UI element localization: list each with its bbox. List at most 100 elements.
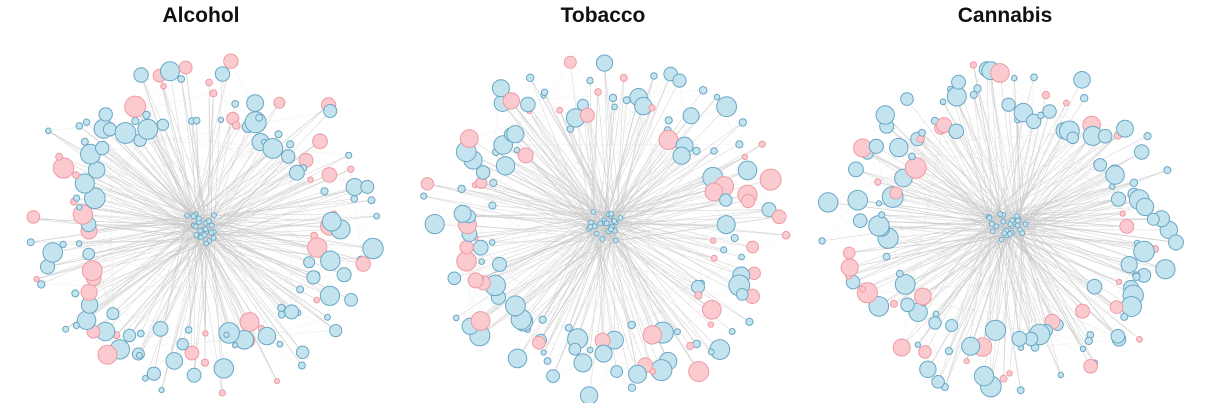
edge-line — [943, 124, 997, 227]
edge-line — [482, 172, 597, 234]
edge-line — [495, 106, 615, 286]
edge-line — [1017, 151, 1142, 226]
node-blue — [321, 211, 342, 232]
node-blue — [595, 54, 614, 72]
node-hub — [196, 215, 202, 222]
edge-line — [33, 216, 210, 242]
node-blue — [136, 329, 145, 338]
node-blue — [586, 346, 594, 354]
node-blue — [664, 116, 673, 125]
node-blue — [80, 137, 89, 146]
edge-line — [479, 222, 616, 336]
edge-line — [942, 101, 1018, 226]
node-pink — [1083, 359, 1098, 374]
edge-line — [191, 121, 196, 215]
edge-line — [502, 103, 615, 341]
edge-line — [193, 200, 372, 217]
node-pink — [502, 92, 521, 110]
edge-line — [604, 80, 680, 224]
node-pink — [963, 358, 970, 365]
edge-line — [906, 98, 1011, 235]
edge-line — [135, 106, 377, 217]
node-blue — [900, 297, 915, 313]
node-blue — [1110, 328, 1126, 344]
edge-line — [921, 132, 997, 227]
node-pink — [889, 299, 898, 308]
edge-line — [568, 220, 605, 328]
edge-line — [645, 107, 653, 366]
edge-line — [529, 77, 614, 221]
node-blue — [868, 138, 884, 154]
edge-line — [213, 231, 314, 278]
node-blue — [324, 313, 331, 321]
edge-line — [1010, 223, 1145, 252]
edge-line — [195, 234, 245, 340]
node-blue — [491, 79, 510, 98]
edge-line — [852, 216, 989, 283]
node-blue — [1001, 97, 1016, 112]
node-blue — [608, 93, 618, 103]
node-blue — [627, 320, 636, 330]
edge-line — [988, 186, 1113, 218]
edge-line — [186, 102, 256, 216]
edge-line — [608, 199, 726, 215]
node-blue — [362, 237, 384, 260]
node-blue — [1105, 165, 1125, 185]
edge-line — [614, 106, 638, 375]
edge-line — [1020, 206, 1146, 230]
node-hub — [599, 236, 606, 242]
edge-line — [611, 209, 769, 228]
edge-line — [529, 77, 591, 227]
node-blue — [900, 92, 914, 106]
node-blue — [277, 303, 286, 313]
edge-line — [193, 215, 377, 226]
node-pink — [97, 344, 118, 365]
edge-line — [1009, 233, 1023, 374]
node-hub — [1019, 230, 1026, 237]
edge-line — [587, 115, 612, 230]
node-pink — [842, 246, 856, 260]
edge-line — [1009, 233, 1120, 283]
node-blue — [818, 237, 826, 245]
edge-line — [991, 121, 1034, 225]
edge-line — [140, 191, 325, 334]
edge-line — [543, 233, 597, 353]
edge-line — [200, 230, 336, 331]
edge-line — [502, 103, 592, 223]
edge-line — [1017, 219, 1154, 221]
edge-line — [469, 110, 560, 139]
node-blue — [75, 122, 84, 130]
node-blue — [594, 344, 613, 363]
edge-line — [1008, 104, 1019, 219]
edge-line — [608, 177, 713, 215]
node-pink — [459, 129, 479, 148]
node-pink — [859, 285, 867, 293]
node-blue — [543, 357, 552, 365]
node-blue — [1026, 113, 1042, 130]
edge-line — [613, 191, 714, 222]
edge-line — [140, 74, 194, 226]
edge-line — [950, 88, 1018, 217]
edge-line — [493, 182, 616, 232]
edge-line — [990, 70, 1001, 215]
edge-line — [47, 232, 212, 268]
node-pink — [72, 171, 80, 180]
node-blue — [276, 340, 284, 348]
edge-line — [96, 169, 200, 237]
edge-line — [58, 156, 215, 216]
edge-line — [88, 231, 214, 293]
edge-line — [988, 137, 1074, 218]
node-blue — [650, 72, 658, 80]
node-hub — [208, 222, 215, 229]
edge-line — [180, 78, 207, 223]
node-blue — [306, 270, 321, 285]
edge-line — [529, 110, 597, 234]
edge-line — [867, 101, 944, 293]
edge-line — [140, 74, 188, 216]
node-blue — [526, 73, 535, 82]
edge-line — [116, 234, 205, 336]
node-blue — [735, 140, 744, 149]
edge-line — [205, 104, 329, 224]
edge-line — [502, 103, 594, 213]
node-blue — [1080, 94, 1089, 103]
